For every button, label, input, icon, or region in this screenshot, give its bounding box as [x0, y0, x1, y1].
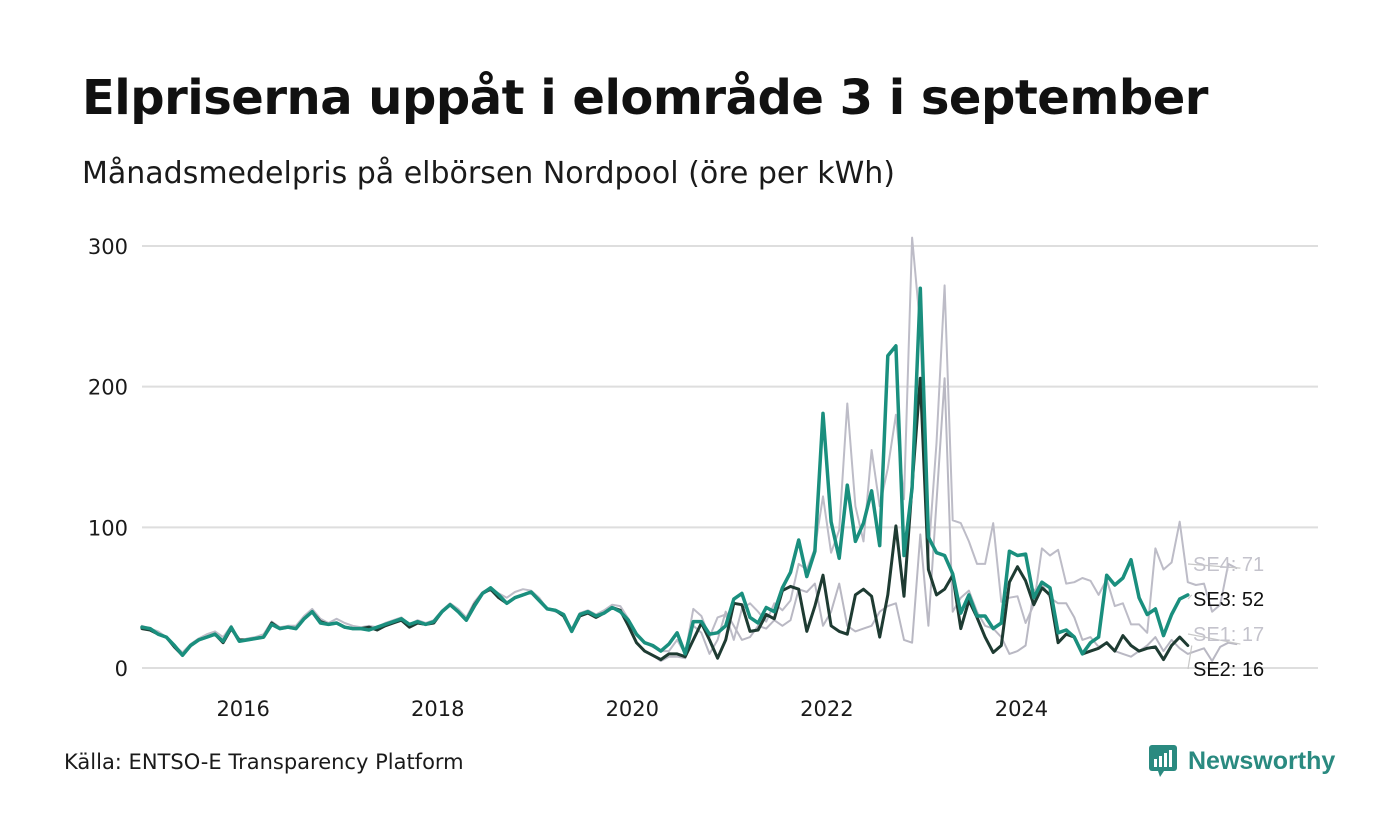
- leader-line-se1: [1187, 633, 1241, 645]
- series-line-se3: [140, 286, 1190, 658]
- newsworthy-logo-icon: [1149, 745, 1177, 777]
- source-note: Källa: ENTSO-E Transparency Platform: [64, 750, 464, 774]
- x-tick-label: 2020: [606, 697, 659, 721]
- x-tick-label: 2018: [411, 697, 464, 721]
- brand-name: Newsworthy: [1188, 746, 1336, 775]
- x-tick-label: 2016: [216, 697, 269, 721]
- y-tick-label: 300: [88, 235, 128, 259]
- y-tick-label: 0: [115, 657, 128, 681]
- y-tick-label: 100: [88, 516, 128, 540]
- leader-line-se2: [1187, 645, 1193, 670]
- end-label-se4: SE4: 71: [1193, 554, 1264, 576]
- y-axis: 0 100 200 300: [88, 235, 128, 681]
- series-lines: [140, 236, 1238, 662]
- x-tick-label: 2024: [995, 697, 1048, 721]
- brand-logo[interactable]: Newsworthy: [1148, 744, 1335, 778]
- series-line-se2: [140, 376, 1190, 662]
- series-line-se4: [141, 236, 1238, 655]
- end-labels: SE4: 71 SE1: 17 SE2: 16 SE3: 52: [1187, 554, 1264, 681]
- leader-line-se3: [1187, 594, 1193, 600]
- end-label-se3: SE3: 52: [1193, 589, 1264, 611]
- end-label-se2: SE2: 16: [1193, 659, 1264, 681]
- leader-line-se4: [1187, 563, 1241, 569]
- grid-lines: [142, 245, 1318, 669]
- x-axis: 2016 2018 2020 2022 2024: [216, 697, 1048, 721]
- chart-subtitle: Månadsmedelpris på elbörsen Nordpool (ör…: [82, 156, 895, 191]
- y-tick-label: 200: [88, 376, 128, 400]
- x-tick-label: 2022: [800, 697, 853, 721]
- chart-title: Elpriserna uppåt i elområde 3 i septembe…: [82, 70, 1208, 126]
- end-label-se1: SE1: 17: [1193, 624, 1264, 646]
